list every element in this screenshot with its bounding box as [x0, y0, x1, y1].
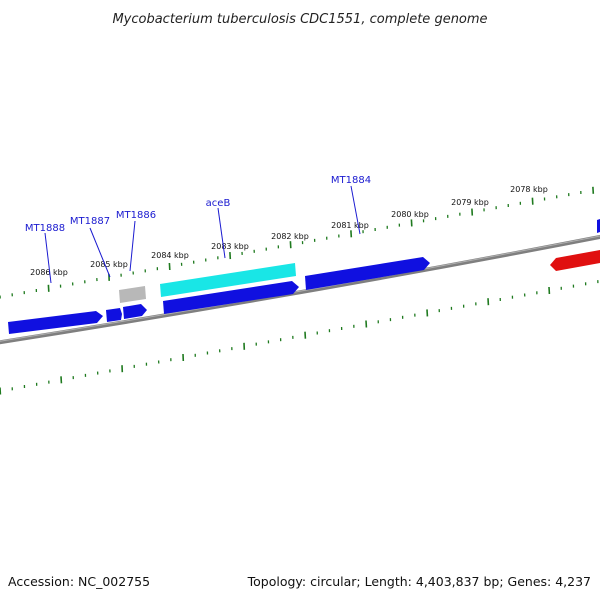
gene-arrow-aceb[interactable]: [160, 263, 296, 297]
genome-backbone: [0, 234, 600, 345]
gene-arrow-mt1888[interactable]: [8, 311, 103, 334]
kbp-labels: 2086 kbp 2085 kbp 2084 kbp 2083 kbp 2082…: [30, 185, 548, 277]
inner-tick-ring: [0, 280, 599, 395]
kbp-label: 2085 kbp: [90, 260, 128, 269]
genome-summary-text: Topology: circular; Length: 4,403,837 bp…: [247, 574, 591, 589]
genome-backbone-highlight: [0, 235, 600, 342]
gene-arrow-mt1886[interactable]: [123, 304, 147, 319]
outer-tick-ring: [0, 186, 595, 299]
gene-label-leaders: [44, 185, 361, 284]
leader-line-mt1888: [44, 232, 52, 284]
leader-line-mt1884: [350, 185, 361, 235]
kbp-label: 2078 kbp: [510, 185, 548, 194]
map-title: Mycobacterium tuberculosis CDC1551, comp…: [112, 12, 487, 27]
kbp-label: 2081 kbp: [331, 221, 369, 230]
gene-arrow-blue-edge[interactable]: [597, 219, 600, 233]
gene-arrow-mt1884[interactable]: [305, 257, 430, 290]
leader-line-mt1886: [129, 220, 136, 272]
gene-label-mt1886[interactable]: MT1886: [116, 210, 156, 221]
leader-line-mt1887: [89, 227, 111, 278]
kbp-label: 2086 kbp: [30, 268, 68, 277]
kbp-label: 2083 kbp: [211, 242, 249, 251]
kbp-label: 2084 kbp: [151, 251, 189, 260]
gene-arrow-mt1887[interactable]: [106, 308, 122, 322]
kbp-label: 2079 kbp: [451, 198, 489, 207]
gene-gray-feature[interactable]: [119, 286, 146, 303]
kbp-label: 2080 kbp: [391, 210, 429, 219]
leader-line-aceb: [217, 207, 226, 259]
gene-label-mt1888[interactable]: MT1888: [25, 223, 65, 234]
kbp-label: 2082 kbp: [271, 232, 309, 241]
gene-label-aceb[interactable]: aceB: [206, 198, 231, 209]
gene-arrow-mt1885[interactable]: [163, 281, 299, 314]
accession-text: Accession: NC_002755: [8, 574, 150, 589]
gene-labels: MT1888 MT1887 MT1886 aceB MT1884: [25, 175, 371, 234]
gene-label-mt1884[interactable]: MT1884: [331, 175, 371, 186]
gene-label-mt1887[interactable]: MT1887: [70, 216, 110, 227]
gene-arrow-red[interactable]: [550, 250, 600, 271]
